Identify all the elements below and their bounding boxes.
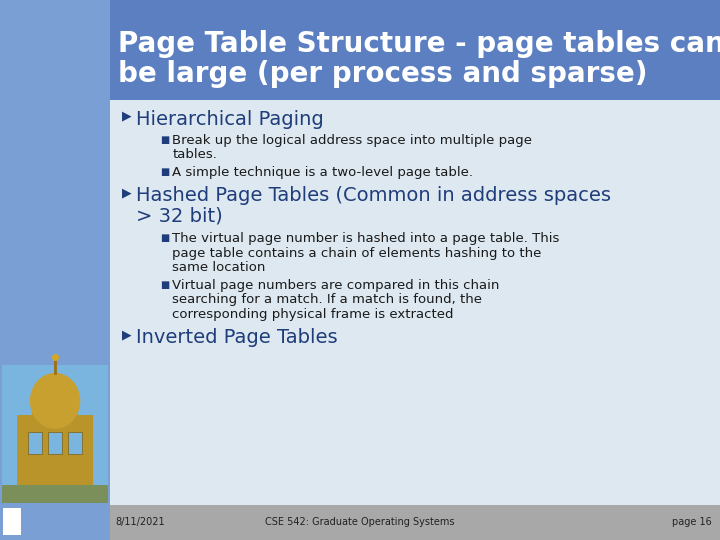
Bar <box>0 0 720 100</box>
Bar <box>3 508 21 535</box>
Text: > 32 bit): > 32 bit) <box>136 206 223 225</box>
Text: page 16: page 16 <box>672 517 712 528</box>
Text: Hashed Page Tables (Common in address spaces: Hashed Page Tables (Common in address sp… <box>136 186 611 205</box>
Bar <box>17 415 94 485</box>
Text: tables.: tables. <box>172 148 217 161</box>
Text: corresponding physical frame is extracted: corresponding physical frame is extracte… <box>172 308 454 321</box>
Ellipse shape <box>30 373 81 429</box>
Text: The virtual page number is hashed into a page table. This: The virtual page number is hashed into a… <box>172 232 559 245</box>
Bar <box>0 0 110 540</box>
Text: Inverted Page Tables: Inverted Page Tables <box>136 328 338 347</box>
Text: A simple technique is a two-level page table.: A simple technique is a two-level page t… <box>172 166 473 179</box>
Text: ■: ■ <box>160 167 169 177</box>
Text: ■: ■ <box>160 135 169 145</box>
Text: page table contains a chain of elements hashing to the: page table contains a chain of elements … <box>172 247 541 260</box>
Bar <box>48 433 62 454</box>
Text: searching for a match. If a match is found, the: searching for a match. If a match is fou… <box>172 293 482 306</box>
Text: Virtual page numbers are compared in this chain: Virtual page numbers are compared in thi… <box>172 279 500 292</box>
Text: be large (per process and sparse): be large (per process and sparse) <box>118 60 648 88</box>
Text: ■: ■ <box>160 280 169 290</box>
Text: 8/11/2021: 8/11/2021 <box>115 517 165 528</box>
Bar <box>0 0 110 100</box>
Text: Page Table Structure - page tables can: Page Table Structure - page tables can <box>118 30 720 58</box>
Bar <box>68 433 82 454</box>
Text: ■: ■ <box>160 233 169 244</box>
Text: Hierarchical Paging: Hierarchical Paging <box>136 110 324 129</box>
Text: ▶: ▶ <box>122 110 132 123</box>
Text: same location: same location <box>172 261 266 274</box>
Text: ▶: ▶ <box>122 186 132 199</box>
Bar <box>28 433 42 454</box>
Bar <box>2 485 108 503</box>
Bar <box>0 505 110 540</box>
Bar <box>2 365 108 503</box>
Text: ▶: ▶ <box>122 328 132 341</box>
Text: Break up the logical address space into multiple page: Break up the logical address space into … <box>172 134 532 147</box>
Bar <box>0 505 720 540</box>
Text: CSE 542: Graduate Operating Systems: CSE 542: Graduate Operating Systems <box>265 517 455 528</box>
Bar <box>32 401 78 415</box>
